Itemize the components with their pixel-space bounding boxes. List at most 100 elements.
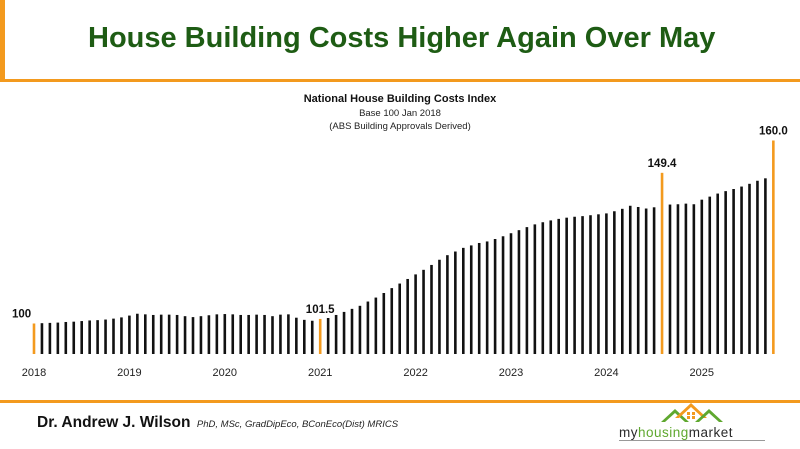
bar: [565, 217, 568, 354]
bar: [422, 269, 425, 354]
bar: [644, 208, 648, 354]
bar: [708, 196, 712, 354]
bar: [724, 191, 727, 354]
x-axis-tick-labels: 2018 2019 2020 2021 2022 2023 2024 2025: [22, 367, 714, 379]
footer-divider: [0, 400, 800, 403]
bar: [326, 318, 330, 354]
bar: [191, 317, 195, 354]
bar: [183, 316, 187, 354]
bar: [613, 211, 616, 354]
bar: [732, 189, 735, 354]
bar: [764, 178, 767, 354]
bar: [167, 314, 171, 354]
bar-value-label: 160.0: [759, 126, 788, 138]
chart-title: National House Building Costs Index: [303, 93, 497, 105]
bar: [374, 297, 378, 354]
bar: [390, 288, 394, 354]
bar: [279, 314, 282, 354]
bars-group: [32, 140, 775, 355]
bar: [438, 259, 441, 354]
chart-subtitle-source: (ABS Building Approvals Derived): [329, 121, 471, 132]
bar: [414, 274, 417, 354]
bar: [255, 314, 258, 354]
bar: [501, 236, 505, 354]
bar: [56, 322, 60, 354]
bar: [740, 186, 743, 354]
bar: [287, 314, 290, 354]
bar: [430, 264, 433, 354]
bar: [605, 213, 608, 354]
x-tick-label: 2022: [403, 367, 427, 379]
bar: [621, 208, 624, 354]
x-tick-label: 2024: [594, 367, 618, 379]
bar: [636, 206, 640, 354]
bar: [128, 315, 131, 354]
bar: [334, 314, 338, 354]
bar: [72, 321, 76, 354]
x-tick-label: 2019: [117, 367, 141, 379]
bar: [151, 314, 155, 354]
bar: [454, 251, 457, 354]
bar: [295, 317, 298, 354]
logo-wordmark: myhousingmarket: [619, 425, 733, 440]
bar: [239, 314, 242, 354]
bar: [485, 241, 489, 354]
bar: [748, 183, 751, 354]
bar: [263, 314, 266, 354]
bar: [406, 278, 409, 354]
x-tick-label: 2023: [499, 367, 523, 379]
bar: [247, 314, 250, 354]
chart-heading: National House Building Costs Index Base…: [0, 92, 800, 133]
houses-roof-icon: [661, 403, 723, 422]
bar: [581, 216, 584, 354]
bar: [676, 204, 680, 354]
bar: [223, 314, 227, 354]
bar: [175, 314, 179, 354]
bar: [533, 224, 537, 355]
highlight-bar: [32, 323, 36, 354]
bar: [310, 320, 314, 354]
highlight-bar: [772, 140, 775, 354]
highlight-bar: [318, 318, 322, 354]
logo-text-my: my: [619, 425, 638, 440]
bar: [64, 321, 68, 354]
slide-title: House Building Costs Higher Again Over M…: [88, 22, 716, 54]
myhousingmarket-logo: myhousingmarket: [615, 398, 770, 442]
bar: [215, 314, 219, 354]
bar-labels-group: 100 101.5 149.4 160.0: [12, 126, 788, 321]
bar: [517, 230, 521, 354]
bar: [303, 319, 306, 354]
bar: [493, 239, 497, 354]
bar: [231, 314, 235, 354]
author-credit: Dr. Andrew J. Wilson PhD, MSc, GradDipEc…: [37, 414, 398, 432]
author-name: Dr. Andrew J. Wilson: [37, 414, 191, 431]
bar: [382, 293, 386, 354]
bar-value-label: 101.5: [306, 304, 335, 316]
author-credentials: PhD, MSc, GradDipEco, BConEco(Dist) MRIC…: [196, 419, 399, 430]
bar: [597, 214, 600, 354]
logo-text-market: market: [688, 425, 734, 440]
logo-text-housing: housing: [638, 425, 689, 440]
bar: [525, 227, 529, 354]
bar: [509, 233, 513, 354]
bar: [700, 199, 704, 354]
bar: [207, 315, 211, 354]
bar: [366, 301, 370, 354]
bar: [104, 319, 107, 354]
x-tick-label: 2025: [690, 367, 714, 379]
x-tick-label: 2021: [308, 367, 332, 379]
bar: [716, 193, 719, 354]
bar: [573, 216, 576, 354]
bar: [541, 222, 545, 354]
bar: [652, 207, 656, 354]
bar: [342, 311, 346, 354]
bar: [462, 247, 465, 354]
bar: [446, 255, 449, 354]
highlight-bar: [660, 172, 664, 354]
title-divider: [0, 79, 800, 82]
bar: [589, 215, 592, 354]
bar: [271, 316, 274, 354]
bar: [112, 318, 115, 354]
bar: [358, 305, 362, 354]
